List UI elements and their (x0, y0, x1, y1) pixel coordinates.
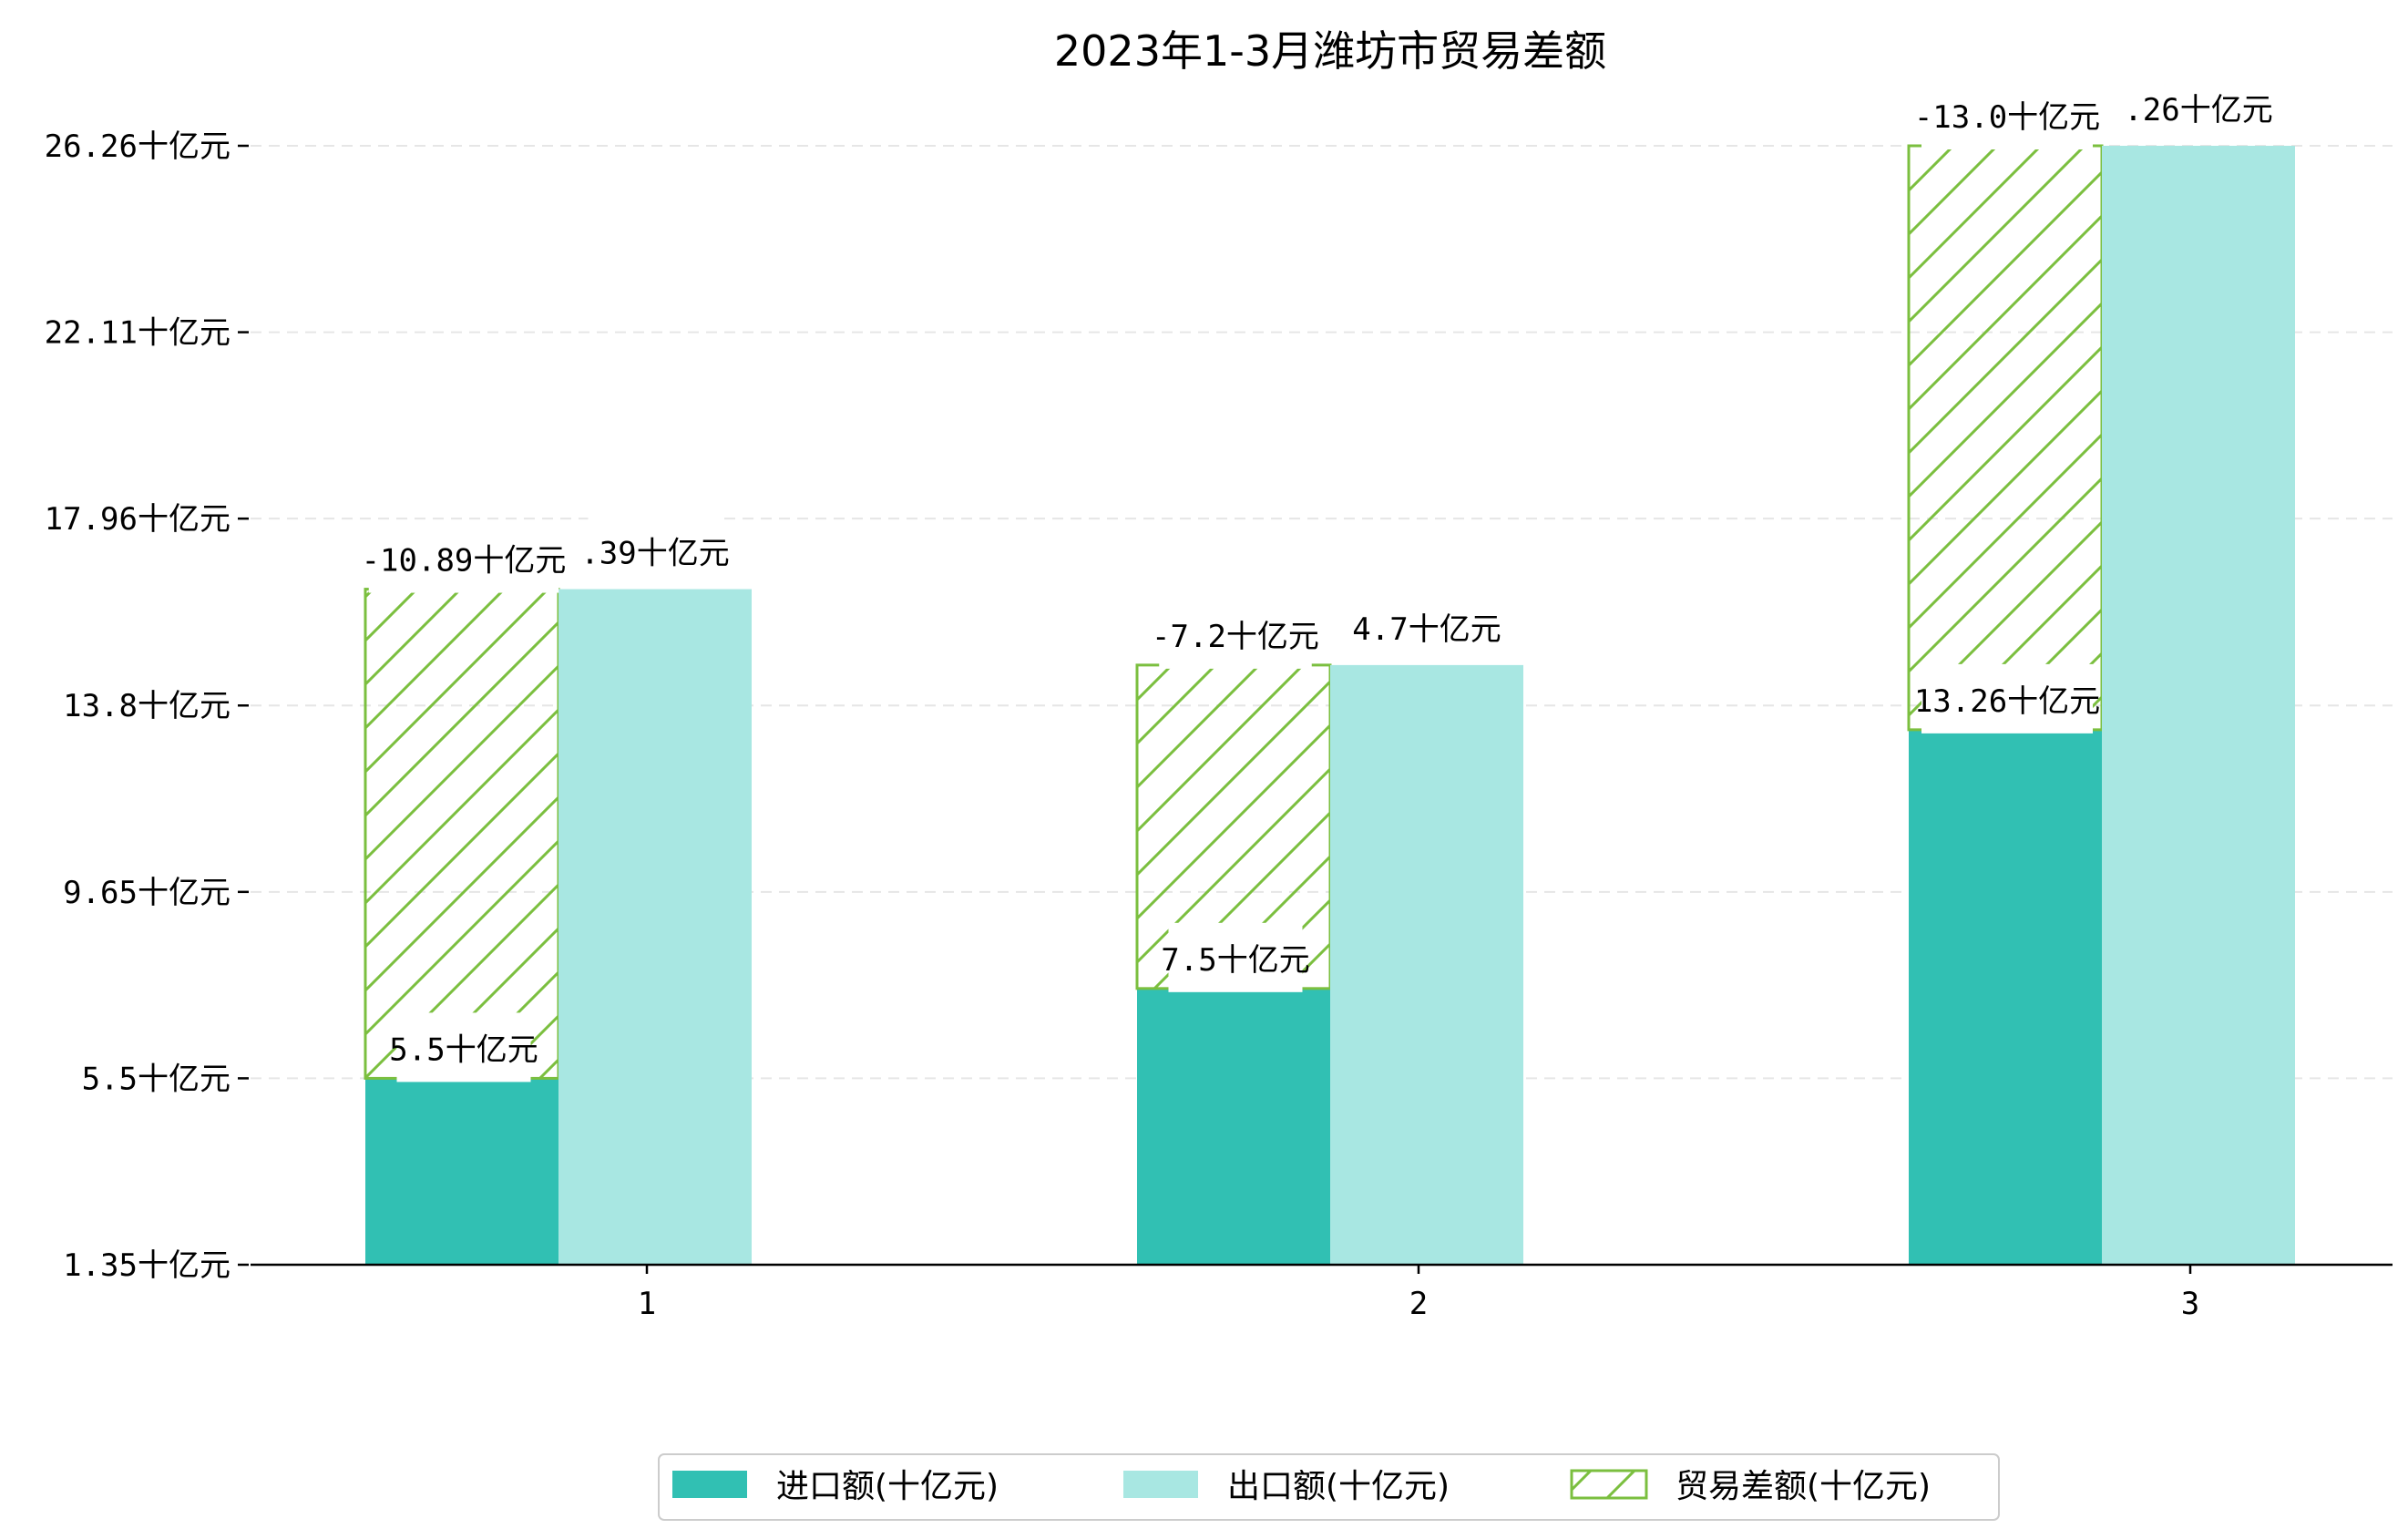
data-label: 4.7十亿元 (1352, 611, 1501, 648)
legend-label: 贸易差额(十亿元) (1675, 1468, 1931, 1505)
y-tick-label: 1.35十亿元 (63, 1247, 231, 1284)
data-label-box (1359, 591, 1494, 662)
data-label-box (1921, 80, 2093, 149)
data-label: 5.5十亿元 (389, 1031, 538, 1068)
bar-import (1909, 729, 2102, 1265)
bar-export (2102, 146, 2295, 1265)
legend-swatch-trade-balance (1570, 1469, 1648, 1500)
bar-export (1330, 664, 1523, 1265)
data-label-box (396, 1012, 531, 1082)
data-label-box (1921, 663, 2093, 734)
data-label: 13.26十亿元 (1914, 683, 2100, 720)
chart-title: 2023年1-3月潍坊市贸易差额 (1054, 26, 1606, 76)
x-tick-label: 2 (1409, 1286, 1428, 1322)
bar-trade-balance (1907, 144, 2104, 732)
data-label-box (1159, 599, 1312, 669)
x-axis-ticks: 1 2 3 (638, 1265, 2199, 1322)
legend-swatch-export (1123, 1471, 1198, 1498)
data-label-box (1168, 922, 1303, 992)
bars (364, 144, 2295, 1265)
y-tick-label: 13.8十亿元 (63, 688, 231, 724)
data-label-box (588, 516, 722, 586)
x-tick-label: 1 (638, 1286, 656, 1322)
legend-label: 进口额(十亿元) (776, 1468, 999, 1505)
data-label: -10.89十亿元 (362, 543, 567, 580)
data-label-box (368, 523, 559, 593)
x-tick-label: 3 (2181, 1286, 2199, 1322)
bar-export (558, 589, 752, 1265)
data-labels: -10.89十亿元 .39十亿元 5.5十亿元 -7.2十亿元 4.7十亿元 7.5十亿元… (362, 73, 2273, 1082)
data-label-box (2131, 73, 2266, 142)
legend: 进口额(十亿元) 出口额(十亿元) 贸易差额(十亿元) (658, 1453, 2000, 1521)
data-label: 7.5十亿元 (1161, 942, 1309, 979)
bar-import (365, 1078, 558, 1265)
y-tick-label: 26.26十亿元 (45, 128, 231, 165)
y-tick-label: 9.65十亿元 (63, 875, 231, 911)
y-tick-label: 5.5十亿元 (82, 1061, 231, 1097)
legend-label: 出口额(十亿元) (1227, 1468, 1450, 1505)
data-label: -13.0十亿元 (1914, 99, 2100, 136)
data-label: .39十亿元 (580, 536, 729, 572)
y-tick-label: 22.11十亿元 (45, 315, 231, 352)
legend-frame (658, 1453, 2000, 1521)
legend-swatch-import (672, 1471, 747, 1498)
data-label: .26十亿元 (2124, 92, 2272, 128)
y-tick-label: 17.96十亿元 (45, 501, 231, 538)
data-label: -7.2十亿元 (1152, 619, 1319, 655)
y-axis-ticks: 1.35十亿元 5.5十亿元 9.65十亿元 13.8十亿元 17.96十亿元 22.11… (45, 128, 249, 1284)
bar-trade-balance (364, 588, 560, 1080)
bar-import (1137, 988, 1330, 1265)
